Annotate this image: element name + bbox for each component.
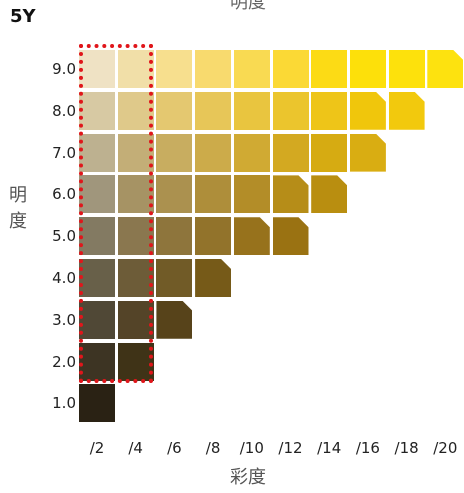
color-chip [117,300,154,339]
color-chip [117,259,154,297]
color-chip [117,217,154,256]
color-chip [79,300,115,339]
color-chip [233,50,270,88]
color-chip [195,175,232,214]
value-tick-label: 4.0 [52,269,76,287]
color-chip [79,384,115,423]
chroma-tick-label: /2 [89,439,105,457]
chroma-tick-label: /4 [128,439,143,457]
color-chip [156,300,193,339]
color-chip [79,217,115,256]
color-chip [117,91,154,130]
color-chip [311,50,348,88]
color-chip [79,342,115,381]
value-tick-label: 6.0 [52,185,76,204]
color-chip [156,259,193,297]
color-chip [195,91,232,130]
color-chip [156,217,193,256]
cropped-top-title: 明度 [230,0,266,13]
color-chip [272,91,309,130]
color-chip [311,175,348,214]
value-tick-label: 5.0 [52,227,76,246]
color-chip [195,259,232,297]
chroma-tick-label: /12 [278,439,303,457]
color-chip [427,50,464,88]
chroma-tick-label: /20 [433,439,458,457]
value-tick-label: 7.0 [52,143,76,162]
y-axis-title-char: 度 [9,211,27,232]
value-tick-label: 3.0 [52,310,76,329]
color-chip [272,217,309,256]
color-chip [272,133,309,172]
color-chip [195,133,232,172]
color-chip [272,175,309,214]
value-tick-label: 2.0 [52,352,76,371]
color-chip [117,175,154,214]
color-chip [233,217,270,256]
color-chip [349,133,386,172]
color-chip [195,217,232,256]
color-chip [349,91,386,130]
color-chip [388,50,425,88]
hue-label: 5Y [10,6,36,27]
chroma-tick-label: /14 [317,439,342,457]
color-chip [79,91,115,130]
highlight-box [79,44,153,383]
color-chip [233,91,270,130]
color-chip [79,175,115,214]
color-chip [272,50,309,88]
value-tick-label: 9.0 [52,60,76,78]
color-chip [79,133,115,172]
color-chip [233,133,270,172]
chroma-tick-label: /10 [239,439,264,457]
color-chip [156,175,193,214]
x-axis-title: 彩度 [230,467,266,488]
color-chip [156,91,193,130]
color-chip [349,50,386,88]
color-chip [117,50,154,88]
chroma-tick-label: /16 [355,439,380,457]
color-chip [233,175,270,214]
color-chip [156,133,193,172]
value-tick-label: 8.0 [52,101,76,120]
color-chip [195,50,232,88]
color-chip [117,133,154,172]
y-axis-title-char: 明 [9,185,27,206]
color-chip [156,50,193,88]
chroma-tick-label: /6 [167,439,182,457]
color-chip [388,91,425,130]
color-chip [79,259,115,297]
chroma-tick-label: /8 [205,439,221,457]
y-axis-title-text: 明度 [4,183,32,235]
color-chip [117,342,154,381]
y-axis-title: 明度 [4,183,32,235]
chroma-tick-label: /18 [394,439,419,457]
value-tick-label: 1.0 [52,394,76,413]
color-chip [311,91,348,130]
color-chip [79,50,115,88]
color-chip [311,133,348,172]
